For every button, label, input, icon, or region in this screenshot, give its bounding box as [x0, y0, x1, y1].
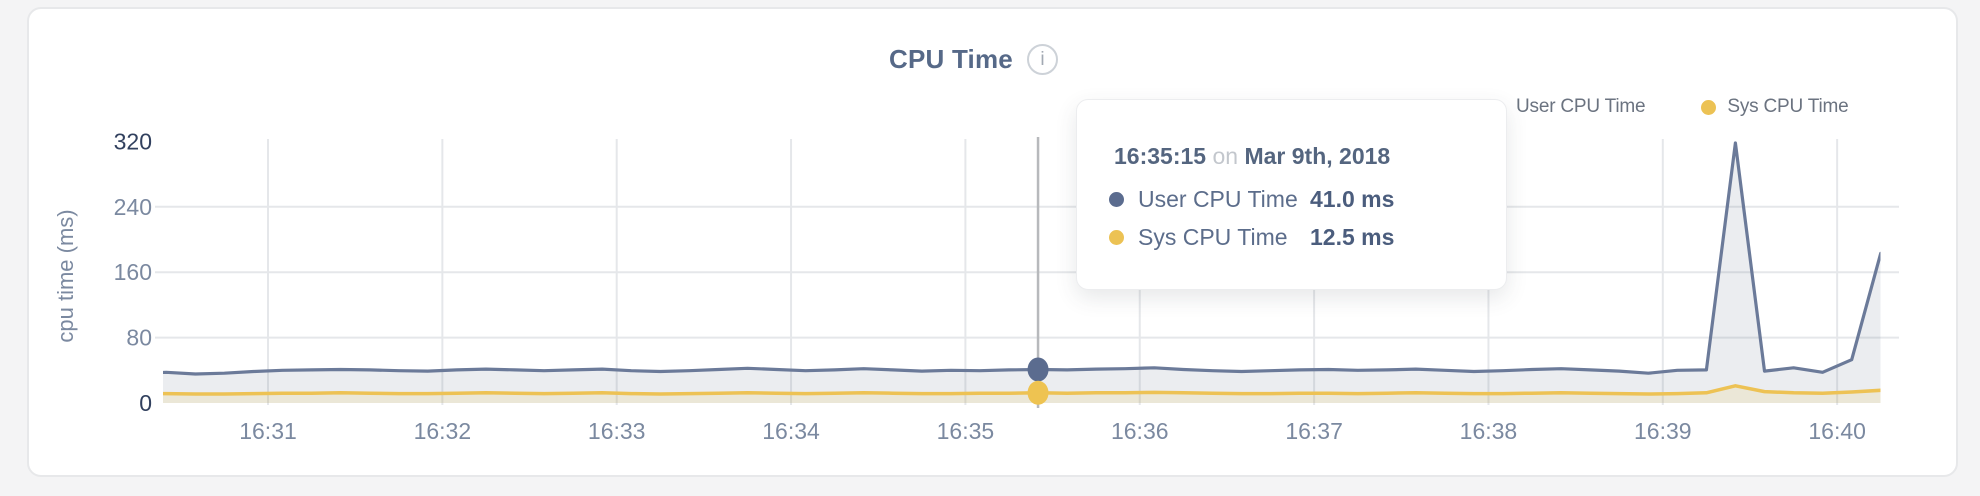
svg-text:16:33: 16:33 [588, 418, 646, 444]
chart-card [27, 7, 1958, 477]
sys-series-dot-icon [1701, 99, 1717, 115]
chart-title: CPU Time [889, 44, 1013, 74]
legend: User CPU Time Sys CPU Time [1490, 96, 1849, 118]
legend-item-user[interactable]: User CPU Time [1490, 96, 1646, 118]
svg-text:16:40: 16:40 [1808, 418, 1866, 444]
y-tick-labels: 0 80 160 240 320 [114, 128, 152, 416]
hover-dot-user [1027, 357, 1049, 382]
y-axis-title: cpu time (ms) [53, 209, 78, 343]
tooltip-header: 16:35:15 on Mar 9th, 2018 [1114, 143, 1390, 170]
legend-label: Sys CPU Time [1727, 96, 1849, 117]
tooltip-time: 16:35:15 [1114, 143, 1207, 169]
svg-text:16:34: 16:34 [762, 418, 820, 444]
x-tick-labels: 16:31 16:32 16:33 16:34 16:35 16:36 16:37 16:38… [239, 418, 1866, 444]
svg-text:16:38: 16:38 [1460, 418, 1518, 444]
user-series-dot-icon [1109, 191, 1124, 207]
grid-lines [155, 139, 1899, 405]
svg-text:0: 0 [139, 390, 152, 416]
svg-text:16:39: 16:39 [1634, 418, 1692, 444]
svg-text:16:31: 16:31 [239, 418, 297, 444]
sys-series-dot-icon [1109, 229, 1124, 245]
svg-text:240: 240 [114, 194, 152, 220]
svg-text:80: 80 [126, 325, 152, 351]
svg-text:16:36: 16:36 [1111, 418, 1169, 444]
chart-header: CPU Time i [8, 44, 1939, 75]
svg-text:16:32: 16:32 [414, 418, 472, 444]
info-icon[interactable]: i [1026, 44, 1058, 75]
hover-dot-sys [1027, 380, 1049, 405]
tooltip-row-user: User CPU Time 41.0 ms [1109, 184, 1486, 214]
legend-label: User CPU Time [1516, 96, 1646, 117]
legend-item-sys[interactable]: Sys CPU Time [1701, 96, 1849, 118]
svg-text:16:37: 16:37 [1285, 418, 1343, 444]
svg-text:320: 320 [114, 128, 152, 154]
svg-text:16:35: 16:35 [937, 418, 995, 444]
tooltip-date: Mar 9th, 2018 [1244, 143, 1391, 169]
chart-tooltip: 16:35:15 on Mar 9th, 2018 User CPU Time … [1076, 99, 1507, 290]
tooltip-row-sys: Sys CPU Time 12.5 ms [1109, 222, 1486, 252]
user-area [163, 143, 1881, 403]
user-line [163, 141, 1881, 376]
sys-line [163, 384, 1881, 396]
svg-text:160: 160 [114, 259, 152, 285]
tooltip-connector: on [1212, 143, 1239, 169]
